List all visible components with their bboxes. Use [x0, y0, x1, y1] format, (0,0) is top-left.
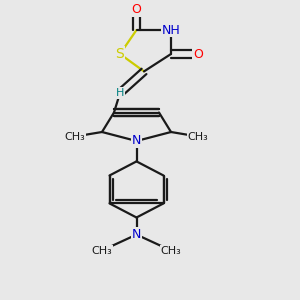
Text: CH₃: CH₃ [92, 245, 112, 256]
Text: CH₃: CH₃ [64, 131, 86, 142]
Text: N: N [132, 228, 141, 241]
Text: NH: NH [162, 23, 180, 37]
Text: CH₃: CH₃ [188, 131, 208, 142]
Text: O: O [132, 3, 141, 16]
Text: S: S [116, 47, 124, 61]
Text: N: N [132, 134, 141, 148]
Text: CH₃: CH₃ [160, 245, 182, 256]
Text: O: O [193, 47, 203, 61]
Text: H: H [116, 88, 124, 98]
